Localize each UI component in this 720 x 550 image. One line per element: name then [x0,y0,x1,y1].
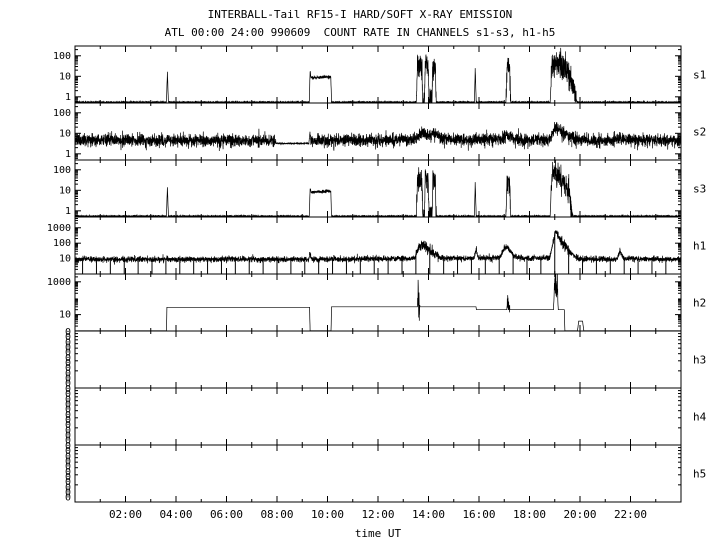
y-tick-label: 10 [59,185,71,196]
x-tick-label: 06:00 [210,508,243,521]
y-tick-label: 0 [65,477,71,488]
y-tick-label: 0 [65,425,71,436]
y-tick-label: 10 [59,254,71,265]
y-tick-label: 0 [65,405,71,416]
channel-label-h1: h1 [693,240,706,253]
chart-title: INTERBALL-Tail RF15-I HARD/SOFT X-RAY EM… [207,8,513,21]
panel-s1: 100 10 1 s1 [53,45,706,104]
y-tick-label: 0 [65,410,71,421]
y-tick-label: 10 [59,128,71,139]
y-tick-label: 0 [65,342,71,353]
y-tick-label: 0 [65,363,71,374]
y-tick-label: 0 [65,337,71,348]
trace-h2 [75,274,681,331]
y-tick-label: 10 [59,71,71,82]
y-tick-label: 0 [65,399,71,410]
y-tick-label: 0 [65,482,71,493]
trace-s3 [75,160,681,217]
y-tick-label: 0 [65,467,71,478]
y-tick-label: 1 [65,149,71,160]
x-tick-label: 20:00 [563,508,596,521]
y-tick-label: 1000 [47,223,71,234]
y-tick-label: 0 [65,488,71,499]
channel-label-s3: s3 [693,183,706,196]
y-tick-label: 0 [65,368,71,379]
y-tick-label: 0 [65,353,71,364]
channel-label-h2: h2 [693,297,706,310]
x-tick-label: 14:00 [412,508,445,521]
y-tick-label: 0 [65,431,71,442]
panel-s2: 100 10 1 s2 [53,102,706,161]
x-tick-label: 18:00 [513,508,546,521]
panel-h2: 1000 10 h2 [47,273,706,332]
x-tick-label: 02:00 [109,508,142,521]
y-tick-label: 0 [65,451,71,462]
y-tick-label: 100 [53,238,71,249]
y-tick-label: 0 [65,379,71,390]
y-tick-label: 0 [65,394,71,405]
x-tick-label: 04:00 [159,508,192,521]
y-tick-label: 0 [65,389,71,400]
x-tick-label: 10:00 [311,508,344,521]
y-tick-label: 0 [65,332,71,343]
x-tick-label: 16:00 [462,508,495,521]
chart-subtitle: ATL 00:00 24:00 990609 COUNT RATE IN CHA… [164,26,556,39]
y-tick-label: 0 [65,374,71,385]
x-tick-label: 12:00 [361,508,394,521]
y-tick-label: 0 [65,462,71,473]
x-axis-label: time UT [354,527,402,540]
y-tick-label: 1000 [47,277,71,288]
y-tick-label: 1 [65,92,71,103]
y-tick-label: 0 [65,446,71,457]
panel-s3: 100 10 1 s3 [53,159,706,218]
y-tick-label: 0 [65,472,71,483]
panel-h1: 1000 100 10 h1 [47,216,706,275]
y-tick-label: 100 [53,108,71,119]
y-tick-label: 0 [65,327,71,338]
channel-label-h4: h4 [693,411,707,424]
y-tick-label: 0 [65,441,71,452]
x-tick-labels: 02:00 04:00 06:00 08:00 10:00 12:00 14:00 16:00… [109,508,647,521]
y-tick-label: 10 [59,310,71,321]
channel-label-s2: s2 [693,126,706,139]
y-tick-label: 0 [65,493,71,504]
x-tick-label: 22:00 [614,508,647,521]
trace-h1 [75,230,681,265]
trace-s2 [75,121,681,152]
channel-label-h3: h3 [693,354,706,367]
channel-label-h5: h5 [693,468,706,481]
y-tick-label: 0 [65,348,71,359]
y-tick-label: 100 [53,51,71,62]
channel-label-s1: s1 [693,69,706,82]
y-tick-label: 100 [53,165,71,176]
y-tick-label: 0 [65,358,71,369]
y-tick-label: 0 [65,456,71,467]
x-tick-label: 08:00 [260,508,293,521]
y-tick-label: 1 [65,206,71,217]
y-tick-label: 0 [65,420,71,431]
y-tick-label: 0 [65,415,71,426]
y-tick-label: 0 [65,384,71,395]
y-tick-label: 0 [65,436,71,447]
trace-s1 [75,47,681,103]
